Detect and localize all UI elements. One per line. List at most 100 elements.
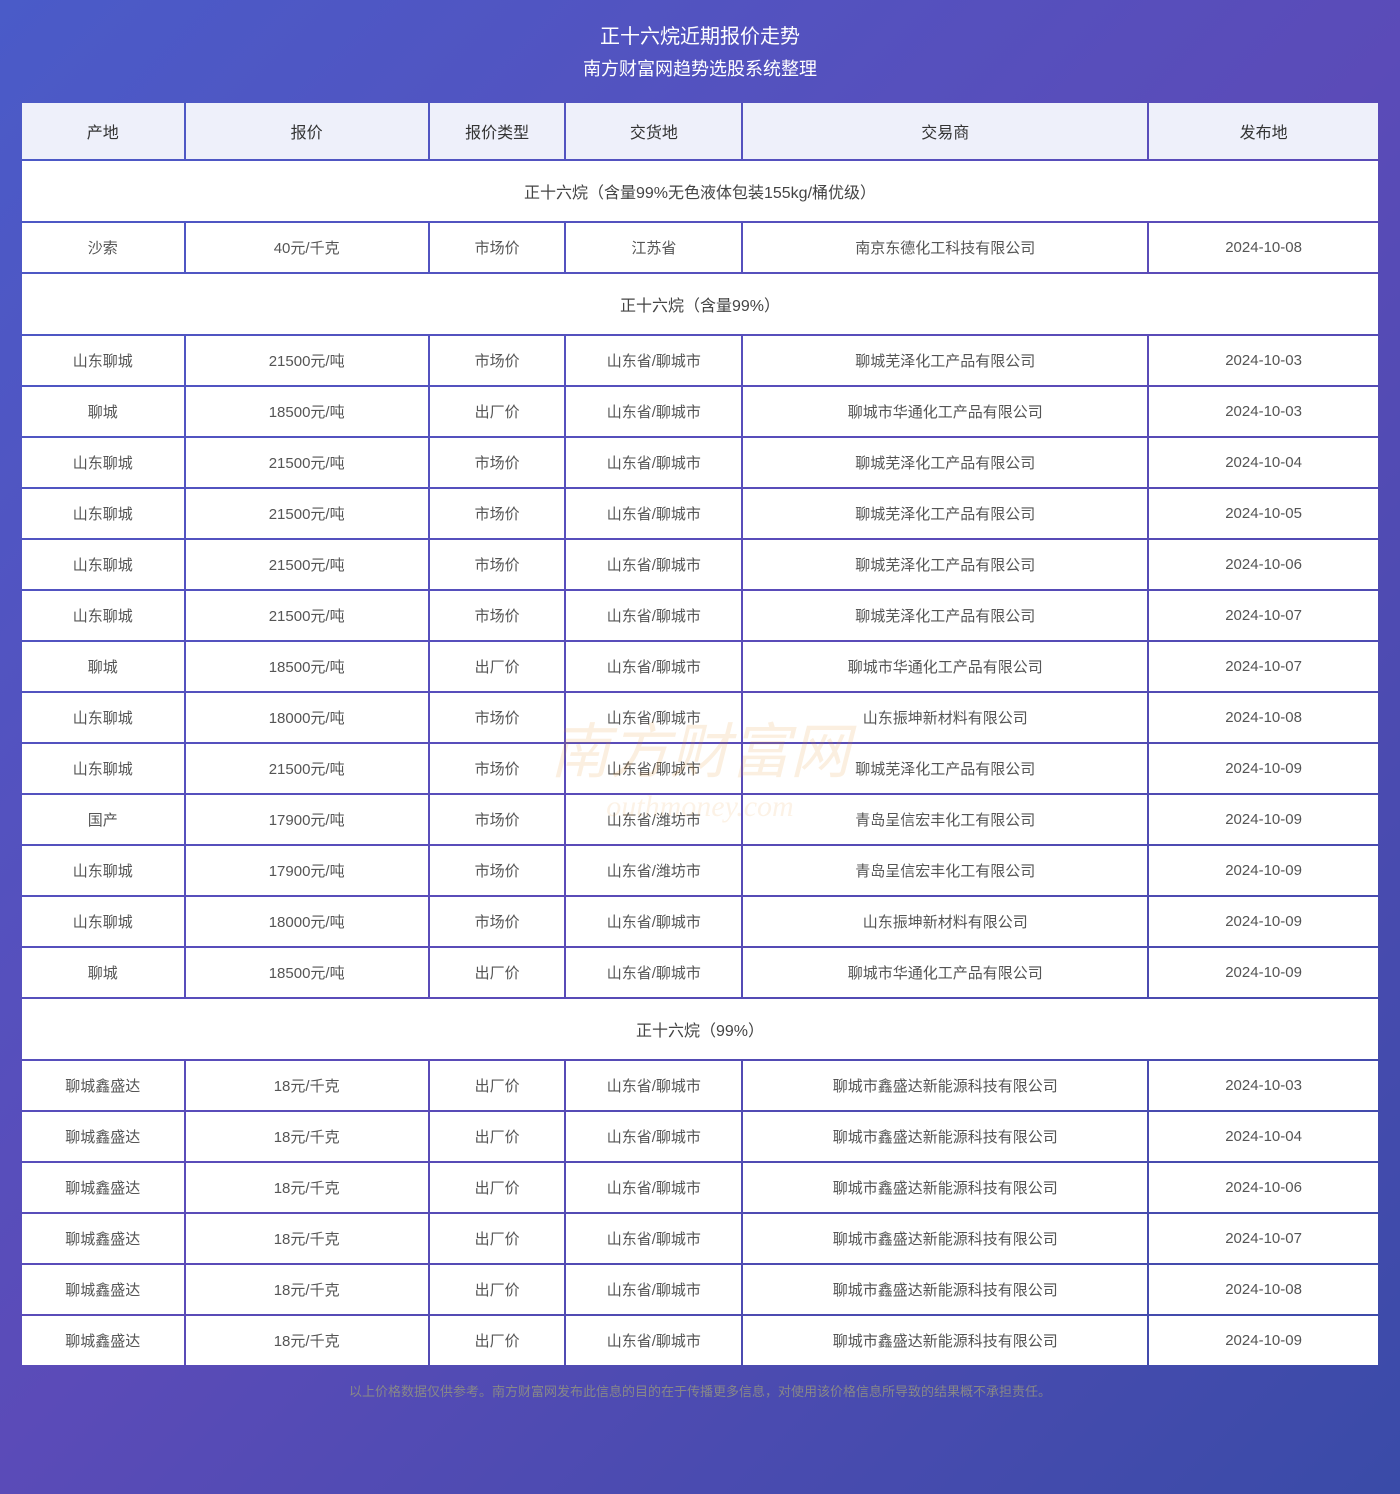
table-cell: 山东省/聊城市 <box>566 387 741 436</box>
table-cell: 青岛呈信宏丰化工有限公司 <box>743 846 1147 895</box>
table-cell: 聊城芜泽化工产品有限公司 <box>743 540 1147 589</box>
table-cell: 2024-10-04 <box>1149 1112 1378 1161</box>
table-body: 正十六烷（含量99%无色液体包装155kg/桶优级）沙索40元/千克市场价江苏省… <box>22 161 1378 1365</box>
table-cell: 聊城 <box>22 642 184 691</box>
table-row: 山东聊城21500元/吨市场价山东省/聊城市聊城芜泽化工产品有限公司2024-1… <box>22 438 1378 487</box>
table-cell: 出厂价 <box>430 1163 565 1212</box>
table-cell: 18500元/吨 <box>186 642 428 691</box>
table-cell: 山东聊城 <box>22 540 184 589</box>
table-cell: 山东省/聊城市 <box>566 1061 741 1110</box>
table-cell: 山东省/潍坊市 <box>566 846 741 895</box>
table-cell: 2024-10-07 <box>1149 642 1378 691</box>
table-row: 聊城鑫盛达18元/千克出厂价山东省/聊城市聊城市鑫盛达新能源科技有限公司2024… <box>22 1316 1378 1365</box>
table-cell: 山东聊城 <box>22 489 184 538</box>
table-cell: 2024-10-05 <box>1149 489 1378 538</box>
section-header-row: 正十六烷（99%） <box>22 999 1378 1059</box>
table-cell: 市场价 <box>430 438 565 487</box>
table-cell: 市场价 <box>430 795 565 844</box>
table-cell: 山东省/聊城市 <box>566 1112 741 1161</box>
table-cell: 聊城 <box>22 387 184 436</box>
table-cell: 出厂价 <box>430 1214 565 1263</box>
table-cell: 2024-10-09 <box>1149 846 1378 895</box>
table-cell: 聊城市鑫盛达新能源科技有限公司 <box>743 1112 1147 1161</box>
table-row: 山东聊城18000元/吨市场价山东省/聊城市山东振坤新材料有限公司2024-10… <box>22 693 1378 742</box>
table-cell: 聊城鑫盛达 <box>22 1265 184 1314</box>
table-cell: 2024-10-08 <box>1149 223 1378 272</box>
table-row: 国产17900元/吨市场价山东省/潍坊市青岛呈信宏丰化工有限公司2024-10-… <box>22 795 1378 844</box>
table-cell: 山东省/聊城市 <box>566 744 741 793</box>
table-cell: 21500元/吨 <box>186 744 428 793</box>
table-cell: 2024-10-09 <box>1149 948 1378 997</box>
table-cell: 山东省/聊城市 <box>566 642 741 691</box>
table-cell: 山东聊城 <box>22 897 184 946</box>
table-cell: 出厂价 <box>430 1316 565 1365</box>
table-cell: 沙索 <box>22 223 184 272</box>
table-cell: 2024-10-03 <box>1149 336 1378 385</box>
table-cell: 聊城芜泽化工产品有限公司 <box>743 489 1147 538</box>
table-cell: 18元/千克 <box>186 1316 428 1365</box>
table-cell: 山东省/聊城市 <box>566 1214 741 1263</box>
section-title: 正十六烷（含量99%无色液体包装155kg/桶优级） <box>22 161 1378 221</box>
table-cell: 聊城鑫盛达 <box>22 1112 184 1161</box>
table-cell: 市场价 <box>430 489 565 538</box>
table-cell: 山东聊城 <box>22 744 184 793</box>
table-row: 聊城鑫盛达18元/千克出厂价山东省/聊城市聊城市鑫盛达新能源科技有限公司2024… <box>22 1112 1378 1161</box>
table-cell: 2024-10-03 <box>1149 387 1378 436</box>
table-cell: 山东省/聊城市 <box>566 1265 741 1314</box>
table-cell: 聊城鑫盛达 <box>22 1214 184 1263</box>
table-cell: 南京东德化工科技有限公司 <box>743 223 1147 272</box>
table-cell: 山东振坤新材料有限公司 <box>743 897 1147 946</box>
table-row: 聊城鑫盛达18元/千克出厂价山东省/聊城市聊城市鑫盛达新能源科技有限公司2024… <box>22 1265 1378 1314</box>
table-cell: 出厂价 <box>430 1265 565 1314</box>
table-cell: 市场价 <box>430 591 565 640</box>
table-cell: 山东聊城 <box>22 693 184 742</box>
table-row: 山东聊城21500元/吨市场价山东省/聊城市聊城芜泽化工产品有限公司2024-1… <box>22 540 1378 589</box>
table-cell: 21500元/吨 <box>186 489 428 538</box>
table-cell: 21500元/吨 <box>186 438 428 487</box>
table-cell: 2024-10-03 <box>1149 1061 1378 1110</box>
table-cell: 聊城市鑫盛达新能源科技有限公司 <box>743 1163 1147 1212</box>
table-cell: 聊城芜泽化工产品有限公司 <box>743 591 1147 640</box>
table-cell: 聊城 <box>22 948 184 997</box>
price-table-container: 产地报价报价类型交货地交易商发布地 正十六烷（含量99%无色液体包装155kg/… <box>20 101 1380 1367</box>
column-header-4: 交易商 <box>743 103 1147 159</box>
table-cell: 聊城鑫盛达 <box>22 1163 184 1212</box>
column-header-2: 报价类型 <box>430 103 565 159</box>
table-cell: 山东省/聊城市 <box>566 438 741 487</box>
table-row: 山东聊城17900元/吨市场价山东省/潍坊市青岛呈信宏丰化工有限公司2024-1… <box>22 846 1378 895</box>
table-cell: 出厂价 <box>430 387 565 436</box>
table-cell: 聊城市华通化工产品有限公司 <box>743 948 1147 997</box>
table-cell: 山东聊城 <box>22 438 184 487</box>
table-cell: 18元/千克 <box>186 1163 428 1212</box>
table-cell: 山东省/聊城市 <box>566 948 741 997</box>
table-cell: 山东省/聊城市 <box>566 1316 741 1365</box>
table-cell: 出厂价 <box>430 642 565 691</box>
table-row: 山东聊城21500元/吨市场价山东省/聊城市聊城芜泽化工产品有限公司2024-1… <box>22 744 1378 793</box>
table-header: 产地报价报价类型交货地交易商发布地 <box>22 103 1378 159</box>
table-cell: 市场价 <box>430 336 565 385</box>
section-title: 正十六烷（含量99%） <box>22 274 1378 334</box>
table-cell: 市场价 <box>430 540 565 589</box>
table-cell: 17900元/吨 <box>186 795 428 844</box>
table-cell: 18500元/吨 <box>186 948 428 997</box>
table-cell: 江苏省 <box>566 223 741 272</box>
table-cell: 聊城鑫盛达 <box>22 1316 184 1365</box>
section-header-row: 正十六烷（含量99%无色液体包装155kg/桶优级） <box>22 161 1378 221</box>
table-cell: 山东省/聊城市 <box>566 336 741 385</box>
price-table: 产地报价报价类型交货地交易商发布地 正十六烷（含量99%无色液体包装155kg/… <box>20 101 1380 1367</box>
table-cell: 2024-10-09 <box>1149 897 1378 946</box>
table-cell: 21500元/吨 <box>186 336 428 385</box>
table-cell: 出厂价 <box>430 1061 565 1110</box>
table-cell: 聊城市华通化工产品有限公司 <box>743 387 1147 436</box>
table-cell: 聊城芜泽化工产品有限公司 <box>743 744 1147 793</box>
table-cell: 2024-10-09 <box>1149 744 1378 793</box>
table-cell: 聊城市华通化工产品有限公司 <box>743 642 1147 691</box>
table-cell: 市场价 <box>430 223 565 272</box>
table-cell: 2024-10-07 <box>1149 1214 1378 1263</box>
table-cell: 2024-10-09 <box>1149 795 1378 844</box>
table-cell: 17900元/吨 <box>186 846 428 895</box>
table-cell: 聊城市鑫盛达新能源科技有限公司 <box>743 1265 1147 1314</box>
table-cell: 山东聊城 <box>22 336 184 385</box>
table-cell: 出厂价 <box>430 948 565 997</box>
table-cell: 山东聊城 <box>22 591 184 640</box>
